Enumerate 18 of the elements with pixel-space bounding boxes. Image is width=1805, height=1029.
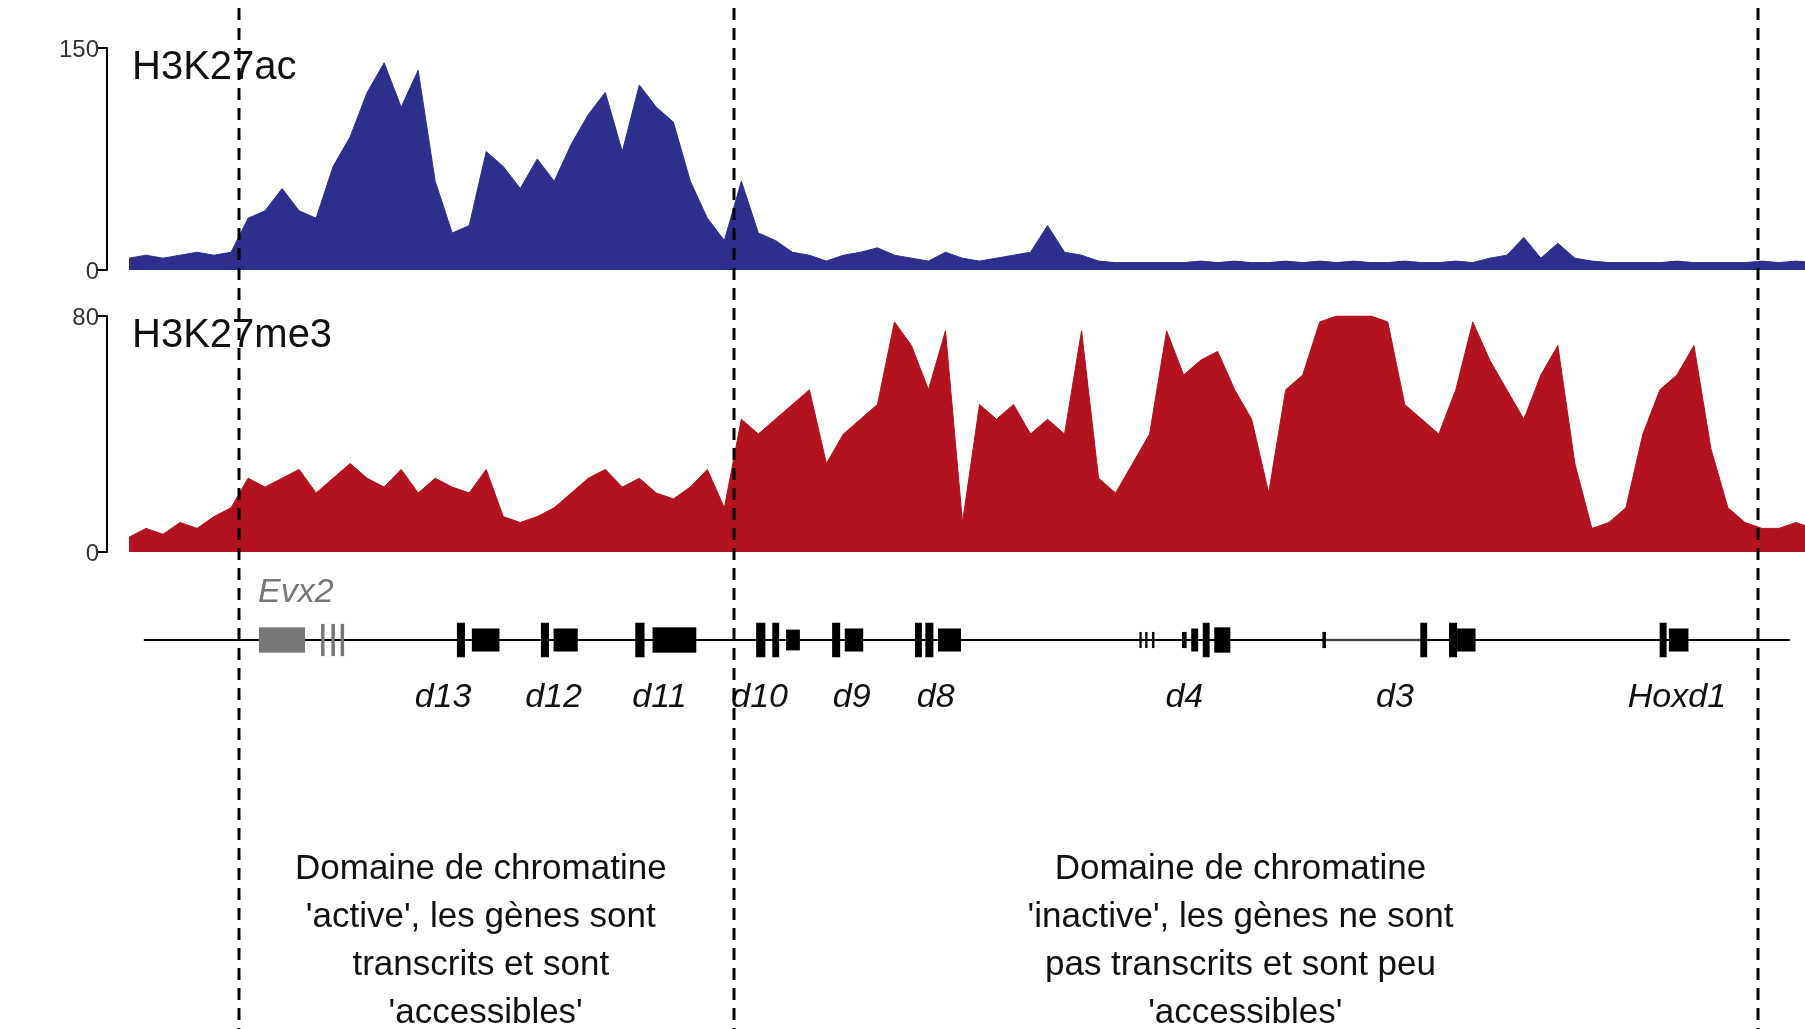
text: d9 [832,676,871,715]
text: Domaine de chromatine 'inactive', les gènes ne sont pas transcrits et sont peu 'accessibles' [1027,846,1464,1029]
text: d10 [731,676,789,715]
chart-title: H3K27me3 [132,311,333,355]
text: d4 [1165,676,1204,715]
text: Hoxd1 [1627,676,1727,715]
y-tick-label: 0 [85,538,99,566]
text: d3 [1376,676,1414,715]
y-tick-label: 150 [58,34,99,62]
y-tick-label: 80 [72,302,99,330]
text: d13 [414,676,472,715]
text: d8 [916,676,955,715]
text: d11 [632,676,687,715]
text: Domaine de chromatine 'active', les gènes sont transcrits et sont 'accessibles' [295,846,677,1029]
text: Evx2 [257,571,334,610]
chart-title: H3K27ac [132,43,297,87]
text: d12 [525,676,583,715]
y-tick-label: 0 [85,256,99,284]
